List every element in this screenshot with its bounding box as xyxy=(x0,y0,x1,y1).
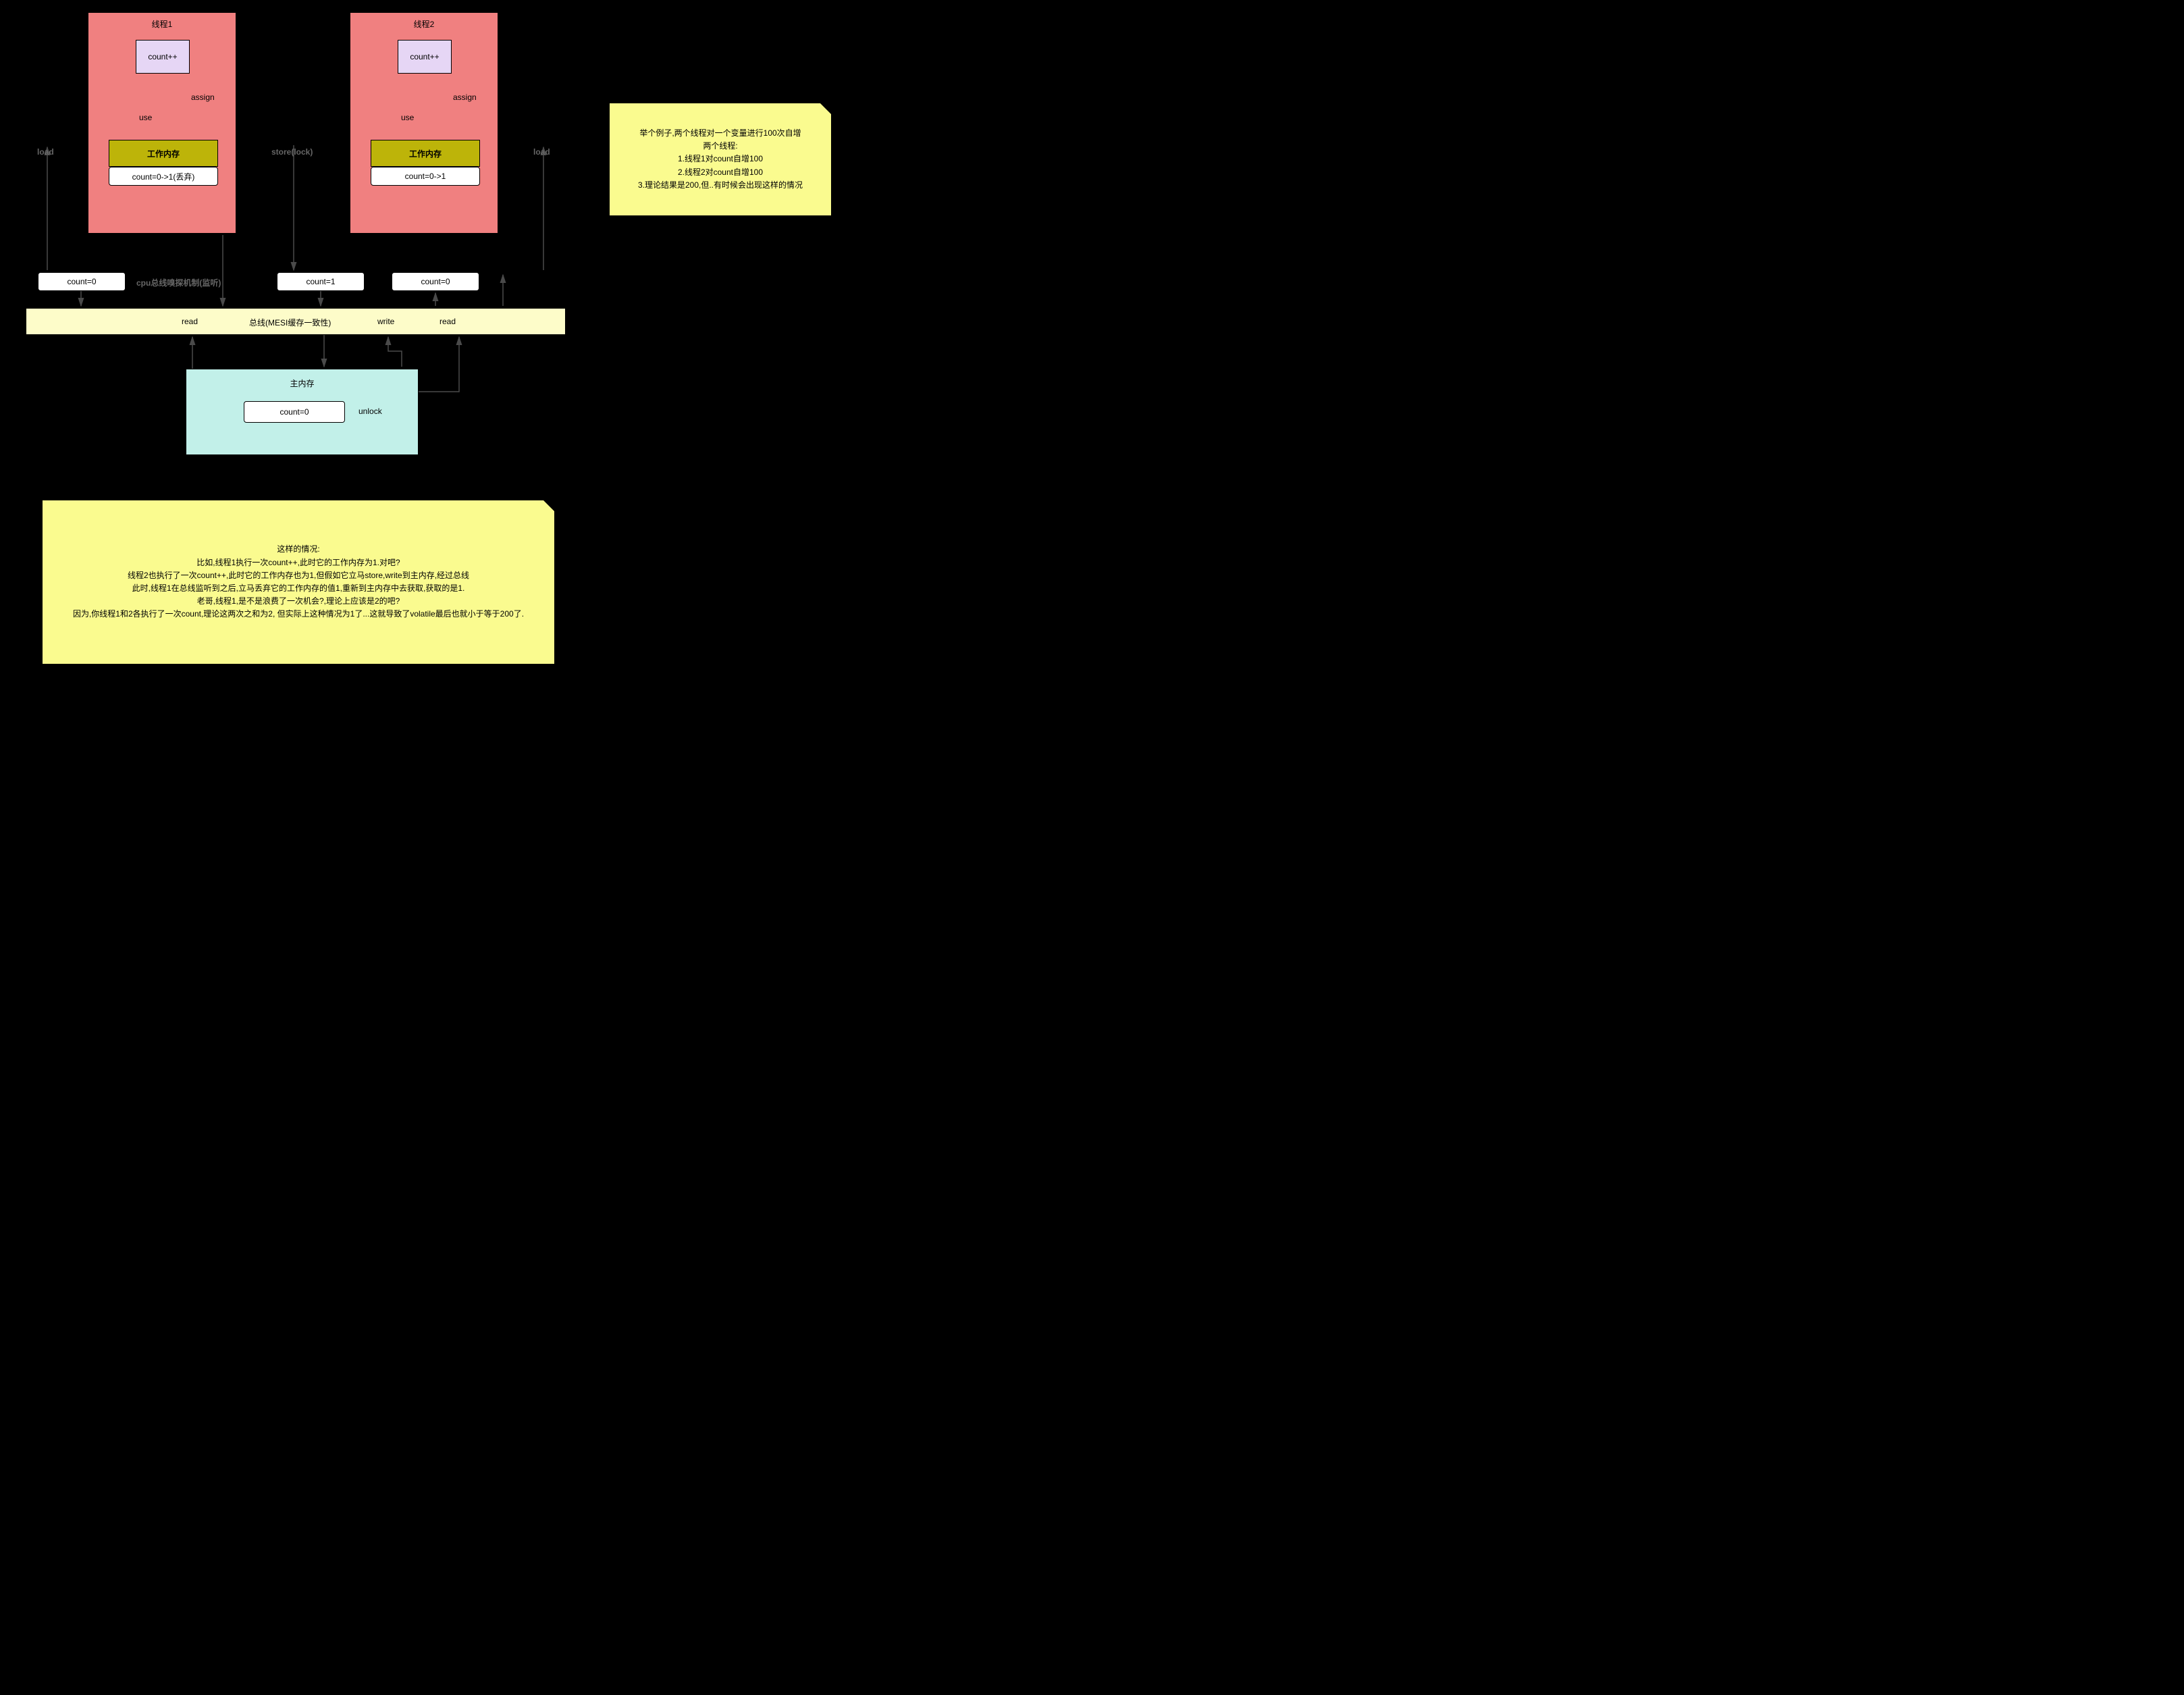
thread1-use-label: use xyxy=(139,113,152,122)
mainmem-count: count=0 xyxy=(244,401,345,423)
thread2-panel: 线程2 count++ use assign 工作内存 count=0->1 xyxy=(350,12,498,234)
thread2-assign-label: assign xyxy=(453,93,477,102)
load-right-label: load xyxy=(533,147,550,157)
note-right: 举个例子,两个线程对一个变量进行100次自增 两个线程: 1.线程1对count… xyxy=(609,103,832,216)
mainmem-title: 主内存 xyxy=(186,377,418,389)
thread2-op: count++ xyxy=(398,40,452,74)
bus-write-label: write xyxy=(377,317,394,326)
canvas: 线程1 count++ use assign 工作内存 count=0->1(丢… xyxy=(0,0,871,678)
note-right-line: 举个例子,两个线程对一个变量进行100次自增 xyxy=(638,127,803,140)
busbox-mid: count=1 xyxy=(277,272,365,291)
thread1-assign-label: assign xyxy=(191,93,215,102)
thread2-use-label: use xyxy=(401,113,414,122)
thread1-panel: 线程1 count++ use assign 工作内存 count=0->1(丢… xyxy=(88,12,236,234)
note-right-text: 举个例子,两个线程对一个变量进行100次自增 两个线程: 1.线程1对count… xyxy=(638,127,803,192)
thread1-op: count++ xyxy=(136,40,190,74)
main-memory: 主内存 count=0 unlock xyxy=(186,369,419,455)
note-bottom-line: 这样的情况: xyxy=(73,543,524,556)
store-lock-label: store(lock) xyxy=(271,147,313,157)
note-bottom-line: 因为,你线程1和2各执行了一次count,理论这两次之和为2, 但实际上这种情况… xyxy=(73,608,524,621)
note-bottom-line: 此时,线程1在总线监听到之后,立马丢弃它的工作内存的值1,重新到主内存中去获取,… xyxy=(73,582,524,595)
note-right-line: 2.线程2对count自增100 xyxy=(638,166,803,179)
note-bottom: 这样的情况: 比如,线程1执行一次count++,此时它的工作内存为1.对吧? … xyxy=(42,500,555,664)
bus-bar: read 总线(MESI缓存一致性) write read xyxy=(26,308,566,335)
bus-read-right: read xyxy=(440,317,456,326)
busbox-right: count=0 xyxy=(392,272,479,291)
bus-center-label: 总线(MESI缓存一致性) xyxy=(249,317,331,328)
load-left-label: load xyxy=(37,147,54,157)
note-bottom-text: 这样的情况: 比如,线程1执行一次count++,此时它的工作内存为1.对吧? … xyxy=(73,543,524,621)
unlock-label: unlock xyxy=(358,407,382,416)
thread1-workmem: 工作内存 xyxy=(109,140,218,167)
note-bottom-line: 老哥,线程1,是不是浪费了一次机会?,理论上应该是2的吧? xyxy=(73,595,524,608)
note-bottom-line: 线程2也执行了一次count++,此时它的工作内存也为1,但假如它立马store… xyxy=(73,569,524,582)
thread1-title: 线程1 xyxy=(88,18,236,30)
cpu-sniff-label: cpu总线嗅探机制(监听) xyxy=(136,277,221,288)
thread2-title: 线程2 xyxy=(350,18,498,30)
bus-read-left: read xyxy=(182,317,198,326)
thread2-countbox: count=0->1 xyxy=(371,167,480,186)
note-bottom-line: 比如,线程1执行一次count++,此时它的工作内存为1.对吧? xyxy=(73,556,524,569)
thread2-workmem: 工作内存 xyxy=(371,140,480,167)
note-right-line: 3.理论结果是200,但..有时候会出现这样的情况 xyxy=(638,179,803,192)
thread1-countbox: count=0->1(丢弃) xyxy=(109,167,218,186)
note-right-line: 1.线程1对count自增100 xyxy=(638,153,803,165)
note-right-line: 两个线程: xyxy=(638,140,803,153)
busbox-left: count=0 xyxy=(38,272,126,291)
